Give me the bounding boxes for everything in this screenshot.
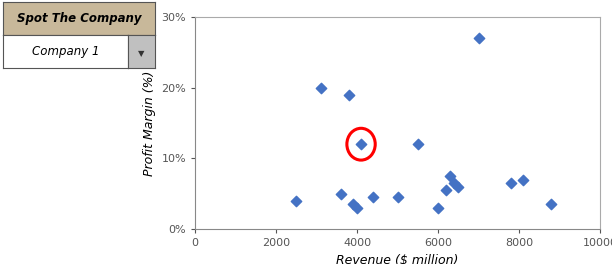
Point bbox=[506, 181, 516, 185]
Point bbox=[449, 181, 459, 185]
Point bbox=[344, 93, 354, 97]
Point bbox=[336, 192, 346, 196]
Point bbox=[441, 188, 451, 192]
Text: Company 1: Company 1 bbox=[32, 45, 99, 58]
Point bbox=[547, 202, 556, 206]
Y-axis label: Profit Margin (%): Profit Margin (%) bbox=[143, 70, 155, 176]
Point bbox=[413, 142, 423, 146]
Point bbox=[474, 36, 483, 40]
Text: Spot The Company: Spot The Company bbox=[17, 12, 141, 25]
Text: ▼: ▼ bbox=[138, 49, 145, 58]
Point bbox=[348, 202, 358, 206]
Point bbox=[356, 142, 366, 146]
Point bbox=[453, 185, 463, 189]
Point bbox=[352, 206, 362, 210]
Point bbox=[368, 195, 378, 199]
Point bbox=[393, 195, 403, 199]
Point bbox=[433, 206, 443, 210]
X-axis label: Revenue ($ million): Revenue ($ million) bbox=[337, 254, 458, 264]
Point bbox=[291, 199, 301, 203]
Point bbox=[518, 177, 528, 182]
Point bbox=[316, 86, 326, 90]
Point bbox=[446, 174, 455, 178]
